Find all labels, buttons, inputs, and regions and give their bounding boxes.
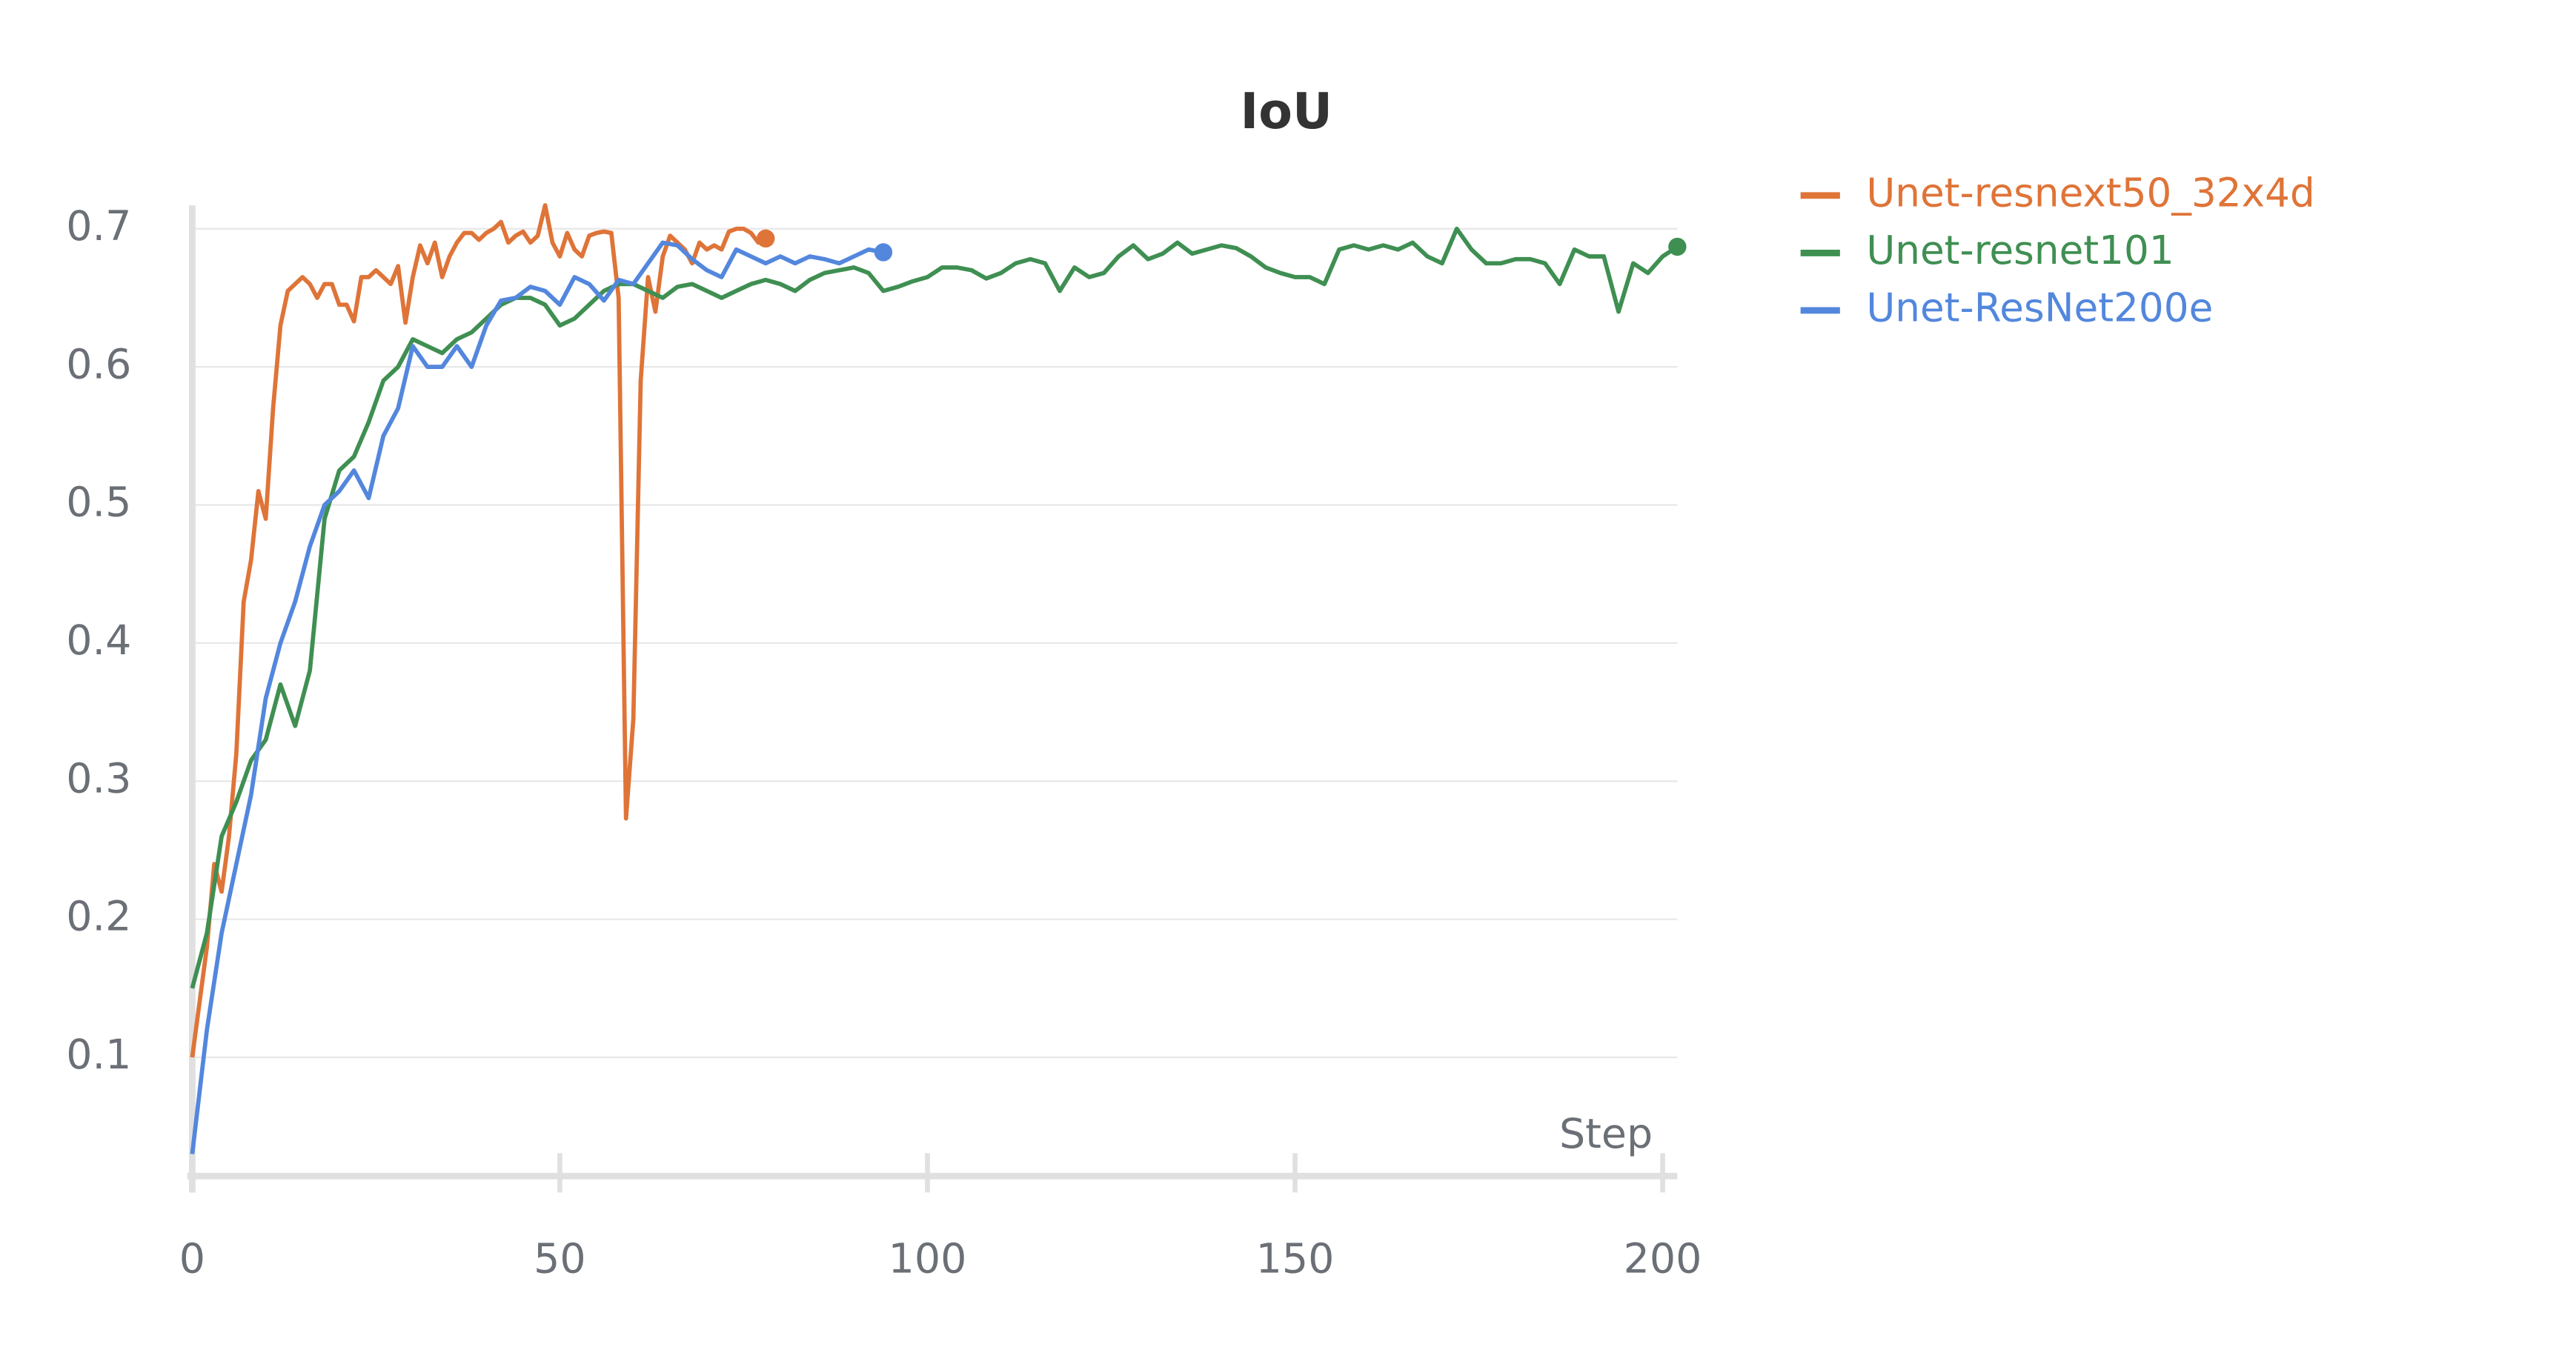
x-tick-label: 100 — [889, 1236, 967, 1283]
x-tick-label: 0 — [179, 1236, 205, 1283]
y-tick-label: 0.1 — [66, 1031, 131, 1079]
legend-label: Unet-resnet101 — [1866, 227, 2174, 273]
x-tick-label: 200 — [1624, 1236, 1702, 1283]
y-tick-label: 0.3 — [66, 755, 131, 802]
y-tick-label: 0.2 — [66, 894, 131, 941]
legend-label: Unet-resnext50_32x4d — [1866, 170, 2314, 216]
chart-title: IoU — [1241, 82, 1332, 140]
series-line — [190, 203, 767, 1058]
y-tick-label: 0.5 — [66, 479, 131, 527]
x-tick-label: 150 — [1256, 1236, 1335, 1283]
x-axis-label: Step — [1559, 1111, 1653, 1158]
y-tick-label: 0.7 — [66, 203, 131, 250]
end-point — [757, 229, 775, 248]
series-line — [190, 240, 884, 1154]
y-tick-label: 0.6 — [66, 341, 131, 388]
end-point — [874, 243, 893, 262]
x-tick-label: 50 — [534, 1236, 586, 1283]
legend-label: Unet-ResNet200e — [1866, 285, 2213, 331]
y-tick-label: 0.4 — [66, 617, 131, 665]
end-point — [1668, 237, 1687, 256]
series-line — [190, 226, 1679, 989]
